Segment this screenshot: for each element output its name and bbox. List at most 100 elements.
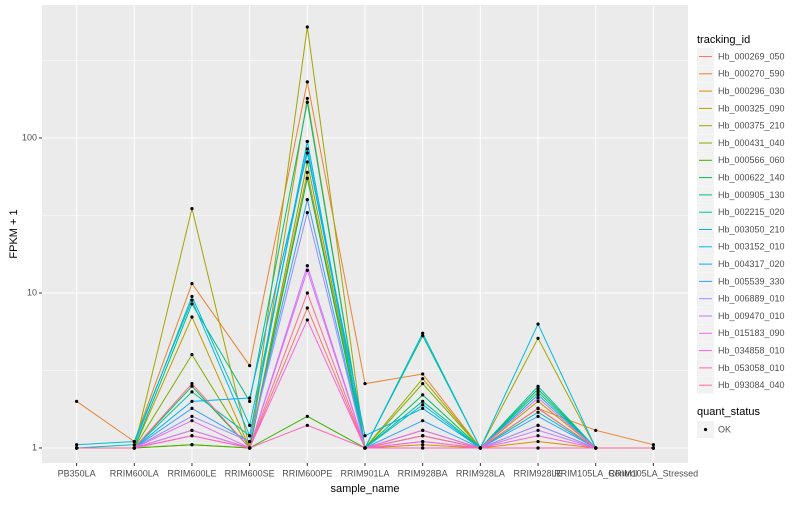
- x-tick-label: RRIM105LA_Stressed: [609, 468, 699, 478]
- point: [190, 294, 194, 299]
- x-tick-label: RRIM600LE: [167, 468, 216, 478]
- point: [305, 198, 309, 202]
- point: [305, 211, 309, 215]
- legend-label: Hb_000325_090: [718, 103, 785, 113]
- y-tick-label: 10: [27, 287, 37, 297]
- point: [536, 322, 540, 326]
- legend2-title: quant_status: [697, 406, 760, 418]
- legend-label: Hb_005539_330: [718, 276, 785, 286]
- point: [421, 443, 425, 447]
- point: [421, 399, 425, 403]
- legend-label: Hb_006889_010: [718, 294, 785, 304]
- point: [190, 384, 194, 388]
- point: [421, 419, 425, 423]
- point: [190, 281, 194, 286]
- legend-label: Hb_009470_010: [718, 311, 785, 321]
- point: [305, 268, 309, 272]
- point: [421, 406, 425, 411]
- point: [132, 446, 136, 450]
- point: [248, 434, 252, 438]
- point: [248, 423, 252, 427]
- point: [190, 315, 194, 319]
- legend-label: Hb_000269_050: [718, 51, 785, 61]
- legend-title: tracking_id: [697, 34, 750, 46]
- legend2-point: [703, 427, 708, 432]
- legend-label: Hb_000622_140: [718, 172, 785, 182]
- point: [132, 439, 136, 444]
- point: [305, 176, 309, 180]
- x-tick-label: RRIM600SE: [225, 468, 275, 478]
- point: [190, 434, 194, 438]
- point: [421, 446, 425, 450]
- y-axis-label: FPKM + 1: [8, 209, 20, 258]
- point: [190, 390, 194, 394]
- x-tick-label: RRIM928LA: [456, 468, 505, 478]
- point: [190, 207, 194, 211]
- point: [651, 443, 655, 447]
- point: [190, 428, 194, 432]
- legend-label: Hb_000566_060: [718, 155, 785, 165]
- legend-label: Hb_004317_020: [718, 259, 785, 269]
- point: [421, 377, 425, 381]
- legend-label: Hb_000375_210: [718, 121, 785, 131]
- legend-label: Hb_000431_040: [718, 138, 785, 148]
- y-tick-label: 1: [32, 442, 37, 452]
- point: [421, 331, 425, 335]
- point: [363, 382, 367, 386]
- x-tick-label: PB350LA: [58, 468, 96, 478]
- point: [305, 291, 309, 295]
- point: [75, 399, 79, 403]
- point: [132, 443, 136, 447]
- point: [190, 382, 194, 386]
- legend-label: Hb_003152_010: [718, 242, 785, 252]
- point: [363, 446, 367, 450]
- point: [190, 298, 194, 302]
- point: [421, 382, 425, 386]
- y-tick-label: 100: [22, 132, 37, 142]
- point: [190, 302, 194, 306]
- point: [363, 434, 367, 438]
- point: [305, 25, 309, 29]
- legend2-label: OK: [718, 424, 731, 434]
- point: [536, 393, 540, 397]
- point: [305, 318, 309, 322]
- point: [421, 393, 425, 397]
- point: [536, 336, 540, 340]
- point: [536, 399, 540, 403]
- point: [536, 428, 540, 432]
- point: [75, 443, 79, 447]
- point: [190, 353, 194, 357]
- point: [594, 428, 598, 432]
- point: [305, 80, 309, 84]
- point: [305, 170, 309, 174]
- point: [190, 419, 194, 423]
- point: [305, 423, 309, 427]
- point: [594, 446, 598, 450]
- point: [305, 151, 309, 155]
- point: [190, 414, 194, 418]
- point: [305, 139, 309, 144]
- point: [248, 363, 252, 368]
- point: [248, 399, 252, 403]
- x-axis-label: sample_name: [330, 483, 399, 495]
- point: [305, 414, 309, 418]
- point: [536, 423, 540, 427]
- legend-label: Hb_002215_020: [718, 207, 785, 217]
- point: [536, 390, 540, 394]
- point: [536, 414, 540, 418]
- x-tick-label: RRIM928LE: [514, 468, 563, 478]
- point: [536, 410, 540, 414]
- legend-label: Hb_000270_590: [718, 69, 785, 79]
- point: [421, 434, 425, 438]
- point: [305, 160, 309, 164]
- point: [536, 434, 540, 438]
- point: [190, 399, 194, 403]
- legend-label: Hb_053058_010: [718, 363, 785, 373]
- legend-label: Hb_093084_040: [718, 380, 785, 390]
- x-tick-label: RRIM901LA: [340, 468, 389, 478]
- point: [305, 264, 309, 268]
- point: [421, 439, 425, 444]
- point: [248, 446, 252, 450]
- point: [536, 439, 540, 444]
